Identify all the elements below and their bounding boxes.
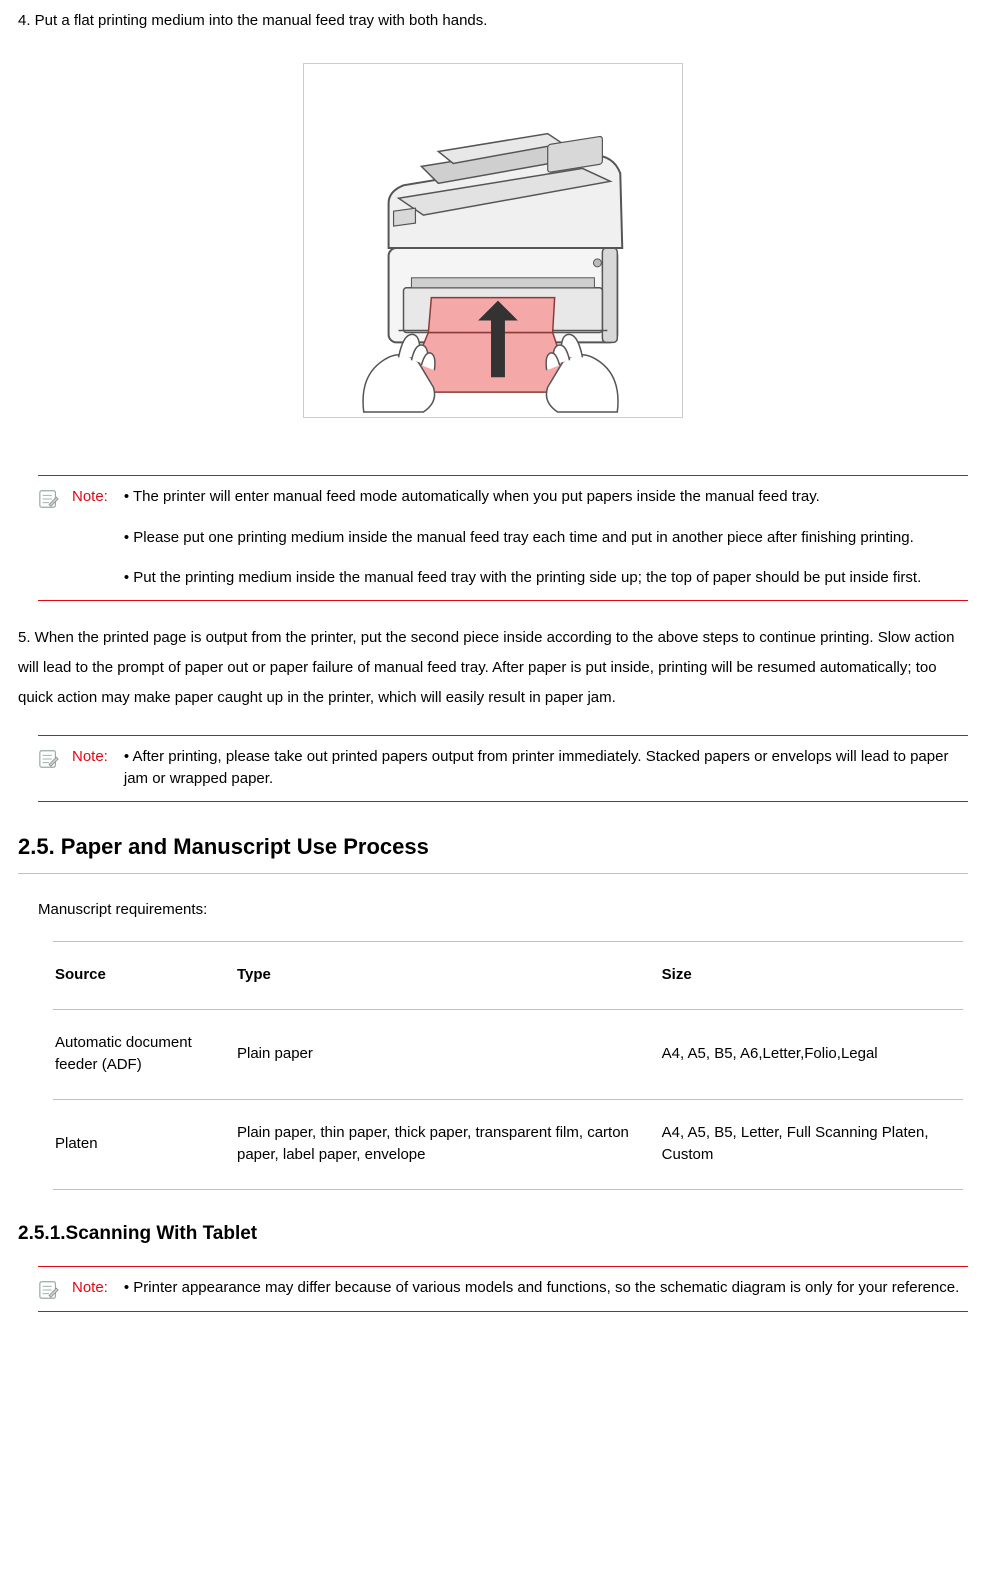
note-1-item-2: • Put the printing medium inside the man… <box>124 567 968 590</box>
manuscript-requirements-label: Manuscript requirements: <box>38 899 968 922</box>
step-5-text: 5. When the printed page is output from … <box>18 623 968 713</box>
table-header-type: Type <box>235 942 660 1010</box>
table-header-size: Size <box>660 942 963 1010</box>
section-divider <box>18 873 968 874</box>
note-divider-bottom <box>38 1311 968 1312</box>
note-label: Note: <box>72 486 108 509</box>
table-header-source: Source <box>53 942 235 1010</box>
table-header-row: Source Type Size <box>53 942 963 1010</box>
printer-manual-feed-illustration <box>303 63 683 418</box>
note-2-item-0: • After printing, please take out printe… <box>124 746 968 791</box>
note-pencil-icon <box>38 488 60 510</box>
note-1-content: • The printer will enter manual feed mod… <box>124 486 968 590</box>
note-block-1: Note: • The printer will enter manual fe… <box>38 475 968 601</box>
note-1-item-1: • Please put one printing medium inside … <box>124 527 968 550</box>
table-cell-size: A4, A5, B5, A6,Letter,Folio,Legal <box>660 1009 963 1099</box>
note-block-2: Note: • After printing, please take out … <box>38 735 968 802</box>
note-block-3: Note: • Printer appearance may differ be… <box>38 1266 968 1312</box>
table-row: Platen Plain paper, thin paper, thick pa… <box>53 1099 963 1189</box>
table-cell-source: Platen <box>53 1099 235 1189</box>
note-label: Note: <box>72 746 108 769</box>
table-cell-type: Plain paper <box>235 1009 660 1099</box>
table-cell-type: Plain paper, thin paper, thick paper, tr… <box>235 1099 660 1189</box>
note-label: Note: <box>72 1277 108 1300</box>
step-4-text: 4. Put a flat printing medium into the m… <box>18 10 968 33</box>
manuscript-table: Source Type Size Automatic document feed… <box>53 941 963 1190</box>
note-1-item-0: • The printer will enter manual feed mod… <box>124 486 968 509</box>
table-row: Automatic document feeder (ADF) Plain pa… <box>53 1009 963 1099</box>
note-pencil-icon <box>38 748 60 770</box>
note-divider-bottom <box>38 801 968 802</box>
section-2-5-1-heading: 2.5.1.Scanning With Tablet <box>18 1220 968 1249</box>
table-cell-source: Automatic document feeder (ADF) <box>53 1009 235 1099</box>
note-pencil-icon <box>38 1279 60 1301</box>
printer-illustration-container <box>18 63 968 426</box>
section-2-5-heading: 2.5. Paper and Manuscript Use Process <box>18 830 968 873</box>
note-3-item-0: • Printer appearance may differ because … <box>124 1277 968 1300</box>
note-3-content: • Printer appearance may differ because … <box>124 1277 968 1300</box>
table-cell-size: A4, A5, B5, Letter, Full Scanning Platen… <box>660 1099 963 1189</box>
note-2-content: • After printing, please take out printe… <box>124 746 968 791</box>
note-divider-bottom <box>38 600 968 601</box>
